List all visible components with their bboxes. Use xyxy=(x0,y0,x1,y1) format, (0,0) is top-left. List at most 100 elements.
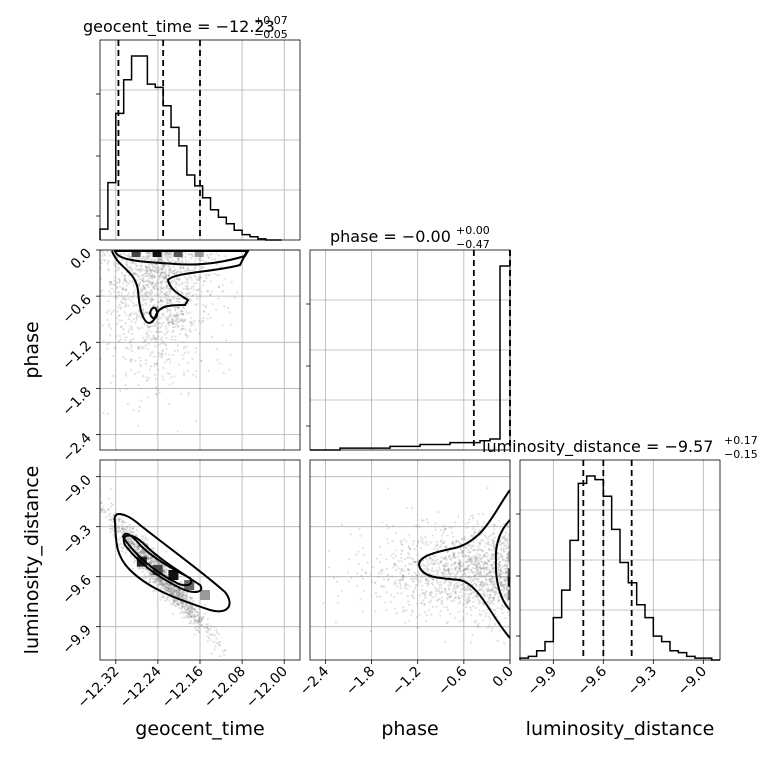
scatter-point xyxy=(503,583,506,587)
scatter-point xyxy=(174,589,177,592)
scatter-point xyxy=(161,267,165,270)
scatter-point xyxy=(152,285,155,288)
scatter-point xyxy=(118,340,121,343)
scatter-point xyxy=(128,266,131,269)
scatter-point xyxy=(133,272,136,275)
scatter-point xyxy=(459,560,462,563)
scatter-point xyxy=(196,610,199,613)
scatter-point xyxy=(109,280,113,283)
scatter-point xyxy=(482,583,485,587)
scatter-point xyxy=(448,570,451,573)
contours xyxy=(111,250,250,324)
scatter-point xyxy=(150,573,153,576)
scatter-point xyxy=(501,612,504,615)
scatter-point xyxy=(379,545,382,548)
scatter-point xyxy=(193,616,196,619)
scatter-point xyxy=(169,267,172,270)
scatter-point xyxy=(160,336,164,339)
scatter-point xyxy=(460,588,463,591)
scatter-point xyxy=(171,592,174,595)
scatter-point xyxy=(161,375,164,378)
scatter-point xyxy=(493,536,496,539)
scatter-point xyxy=(401,578,405,581)
scatter-point xyxy=(206,273,209,276)
scatter-point xyxy=(456,583,459,586)
density-cell xyxy=(507,590,510,600)
scatter-point xyxy=(155,579,158,582)
scatter-point xyxy=(428,572,431,575)
scatter-point xyxy=(148,577,151,580)
scatter-point xyxy=(451,563,454,566)
scatter-point xyxy=(486,573,489,577)
scatter-point xyxy=(487,542,490,545)
scatter-point xyxy=(128,279,132,283)
scatter-point xyxy=(466,551,469,554)
scatter-point xyxy=(370,580,374,583)
scatter-point xyxy=(168,314,171,317)
scatter-point xyxy=(446,598,449,601)
scatter-point xyxy=(166,284,169,287)
scatter-point xyxy=(179,593,182,596)
scatter-point xyxy=(173,278,176,282)
scatter-point xyxy=(132,285,135,288)
scatter-point xyxy=(374,591,378,595)
scatter-point xyxy=(181,605,184,608)
scatter-point xyxy=(119,280,122,283)
scatter-point xyxy=(120,546,124,549)
scatter-point xyxy=(155,268,159,271)
scatter-point xyxy=(430,576,433,580)
scatter-point xyxy=(162,581,165,584)
scatter-point xyxy=(164,343,167,346)
scatter-point xyxy=(161,582,164,585)
scatter-point xyxy=(170,270,173,273)
scatter-point xyxy=(471,517,474,520)
scatter-point xyxy=(172,330,175,333)
scatter-point xyxy=(173,588,176,591)
scatter-point xyxy=(202,266,205,269)
scatter-point xyxy=(190,610,193,613)
scatter-point xyxy=(144,292,147,295)
scatter-point xyxy=(152,580,156,583)
scatter-point xyxy=(488,570,491,573)
scatter-point xyxy=(85,327,87,329)
scatter-point xyxy=(110,311,114,314)
scatter-point xyxy=(504,563,507,566)
scatter-point xyxy=(195,420,198,423)
scatter-point xyxy=(464,538,467,542)
scatter-point xyxy=(131,540,135,544)
scatter-point xyxy=(490,588,493,591)
scatter-point xyxy=(128,538,131,541)
scatter-point xyxy=(414,577,417,580)
scatter-point xyxy=(461,551,464,554)
scatter-point xyxy=(119,536,122,539)
scatter-point xyxy=(472,605,475,608)
axes-box xyxy=(309,249,511,451)
scatter-point xyxy=(153,275,156,279)
scatter-point xyxy=(112,354,115,358)
scatter-point xyxy=(165,327,168,330)
scatter-point xyxy=(217,644,220,647)
scatter-point xyxy=(109,292,112,295)
scatter-point xyxy=(421,588,424,592)
scatter-point xyxy=(440,559,443,563)
scatter-point xyxy=(482,567,485,571)
scatter-point xyxy=(132,262,135,265)
scatter-point xyxy=(137,551,140,554)
scatter-point xyxy=(454,567,457,570)
scatter-point xyxy=(127,537,130,540)
scatter-point xyxy=(463,592,466,595)
scatter-point xyxy=(181,324,184,327)
scatter-point xyxy=(483,570,486,574)
scatter-point xyxy=(153,269,156,272)
scatter-point xyxy=(205,623,208,626)
scatter-point xyxy=(152,275,155,278)
scatter-point xyxy=(147,291,150,294)
scatter-point xyxy=(443,570,446,573)
scatter-point xyxy=(425,620,428,623)
scatter-point xyxy=(216,631,219,634)
scatter-point xyxy=(485,562,488,566)
scatter-point xyxy=(167,301,170,304)
panel-hist-luminosity_distance xyxy=(516,459,721,661)
scatter-point xyxy=(199,615,202,618)
